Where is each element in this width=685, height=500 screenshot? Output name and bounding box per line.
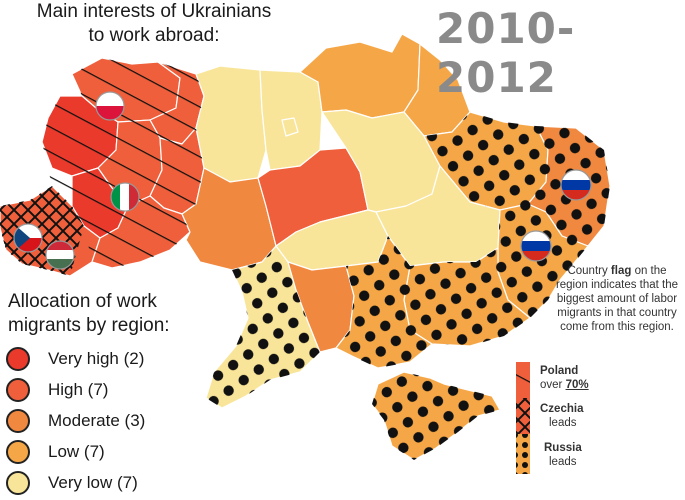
czechia-key: Czechia leads <box>540 402 583 430</box>
italy-flag-icon <box>110 182 140 212</box>
legend-item: Moderate (3) <box>6 405 145 436</box>
map-title-line2: to work abroad: <box>88 25 220 46</box>
flag-note-part2: on the region indicates that the biggest… <box>555 265 679 333</box>
region-kyiv-city <box>281 117 299 137</box>
legend-title-line1: Allocation of work <box>8 291 157 312</box>
legend-label: Very high (2) <box>48 348 145 368</box>
legend-item: Very low (7) <box>6 467 145 498</box>
legend-swatch <box>6 439 30 464</box>
region-zhytomyr <box>195 65 267 183</box>
period-label: 2010-2012 <box>436 4 576 102</box>
flag-note: Country flag on the region indicates tha… <box>552 264 682 334</box>
russia-key-sub: leads <box>549 456 577 468</box>
russia-key-title: Russia <box>544 442 582 454</box>
legend-item: High (7) <box>6 374 145 405</box>
poland-key-prefix: over <box>540 379 566 391</box>
hungary-flag-icon <box>45 240 75 270</box>
legend-item: Very high (2) <box>6 343 145 374</box>
legend-label: Very low (7) <box>48 472 138 492</box>
czechia-key-sub: leads <box>549 417 577 429</box>
czechia-key-title: Czechia <box>540 403 584 415</box>
legend-swatch <box>6 377 30 402</box>
poland-key: Poland over 70% <box>540 364 589 392</box>
poland-key-title: Poland <box>540 365 579 377</box>
czechia-flag-icon <box>13 223 43 253</box>
russia-flag-icon <box>560 169 592 201</box>
legend-title-line2: migrants by region: <box>8 315 170 336</box>
legend-title: Allocation of work migrants by region: <box>8 290 170 338</box>
russia-key: Russia leads <box>540 441 582 469</box>
legend-swatch <box>6 408 30 433</box>
flag-note-part1: Country <box>567 265 611 277</box>
legend-swatch <box>6 470 30 495</box>
map-title: Main interests of Ukrainians to work abr… <box>4 0 304 48</box>
map-title-line1: Main interests of Ukrainians <box>36 1 272 22</box>
legend: Very high (2) High (7) Moderate (3) Low … <box>6 343 145 498</box>
flag-note-bold: flag <box>610 265 632 277</box>
legend-label: Low (7) <box>48 441 105 461</box>
legend-swatch <box>6 346 30 371</box>
legend-item: Low (7) <box>6 436 145 467</box>
russia-flag-icon <box>520 230 552 262</box>
poland-flag-icon <box>95 91 125 121</box>
legend-label: Moderate (3) <box>48 410 146 430</box>
poland-key-share: 70% <box>565 379 589 391</box>
legend-label: High (7) <box>48 379 109 399</box>
